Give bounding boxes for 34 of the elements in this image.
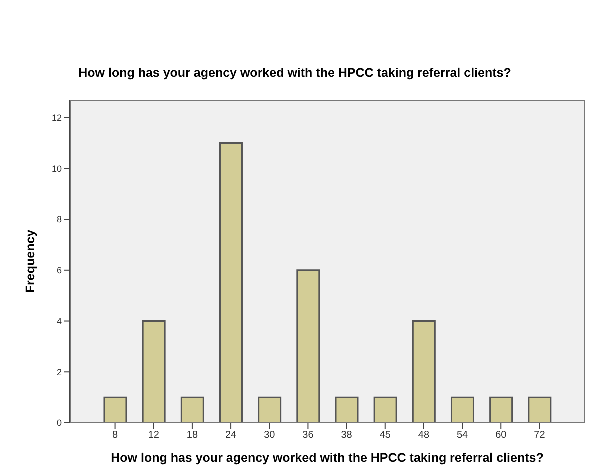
- chart-title: How long has your agency worked with the HPCC taking referral clients?: [78, 66, 512, 80]
- bar: [412, 320, 436, 423]
- x-tick-label: 30: [264, 430, 276, 442]
- x-tick-label: 38: [341, 430, 353, 442]
- x-tick-label: 72: [534, 430, 546, 442]
- x-tick-label: 18: [186, 430, 198, 442]
- bar: [528, 396, 552, 423]
- y-tick-label: 12: [52, 113, 62, 123]
- x-tick-label: 36: [302, 430, 314, 442]
- y-tick-label: 2: [56, 367, 62, 378]
- x-tick-label: 48: [418, 430, 430, 442]
- bar: [490, 396, 514, 423]
- x-axis-title: How long has your agency worked with the HPCC taking referral clients?: [111, 451, 544, 465]
- y-axis-title: Frequency: [23, 230, 38, 294]
- bar: [142, 320, 166, 423]
- bar: [450, 396, 474, 423]
- x-tick-label: 8: [112, 430, 119, 442]
- bar: [104, 396, 128, 423]
- bar: [374, 396, 398, 423]
- bar: [296, 270, 320, 423]
- y-tick-label: 10: [52, 164, 62, 174]
- bar: [258, 396, 282, 423]
- x-tick-label: 24: [225, 430, 238, 442]
- bar: [219, 142, 243, 423]
- y-tick-label: 8: [56, 214, 62, 225]
- x-tick-label: 54: [456, 430, 469, 442]
- x-tick-label: 45: [380, 430, 392, 442]
- x-tick-label: 12: [148, 430, 160, 442]
- bar: [180, 396, 204, 423]
- x-tick-label: 60: [496, 430, 508, 442]
- y-tick-label: 4: [56, 316, 62, 326]
- y-tick-label: 6: [56, 266, 62, 276]
- y-tick-label: 0: [56, 418, 62, 428]
- bar: [335, 396, 359, 423]
